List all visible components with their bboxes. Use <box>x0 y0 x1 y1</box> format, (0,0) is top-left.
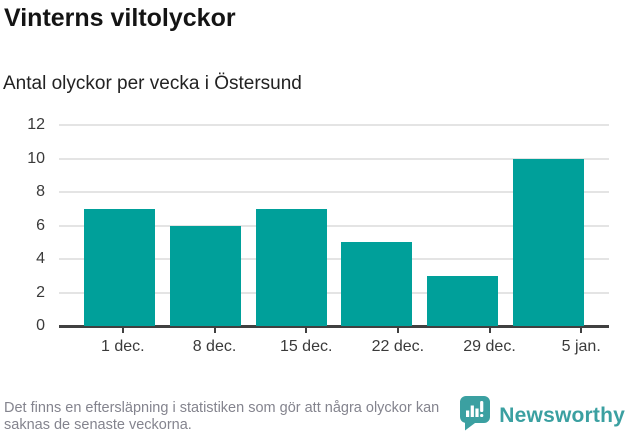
bar <box>341 242 413 326</box>
gridline <box>59 258 609 261</box>
bar-slot <box>248 125 334 326</box>
x-tick <box>488 327 491 333</box>
x-tick <box>580 327 583 333</box>
y-tick-label: 12 <box>27 116 45 133</box>
y-tick-label: 10 <box>27 149 45 167</box>
bar-slot <box>163 125 249 326</box>
bar <box>427 275 499 326</box>
gridline <box>59 291 609 294</box>
x-tick-label: 5 jan. <box>561 338 601 355</box>
footnote: Det finns en eftersläpning i statistiken… <box>4 400 440 433</box>
x-tick-label: 8 dec. <box>192 338 237 355</box>
x-axis-labels: 1 dec. 8 dec. 15 dec. 22 dec. 29 dec. 5 jan. <box>59 338 631 356</box>
tick-slot <box>77 327 169 333</box>
y-tick-label: 2 <box>36 283 45 301</box>
y-axis: 0 2 4 6 8 10 12 <box>0 117 45 334</box>
bar <box>170 225 241 326</box>
bar-slot <box>420 125 506 326</box>
chart-title: Vinterns viltolyckor <box>4 4 236 32</box>
x-tick-label: 29 dec. <box>463 338 516 355</box>
tick-slot <box>169 327 261 333</box>
bar <box>255 208 327 326</box>
x-axis-ticks <box>59 327 631 333</box>
gridline <box>59 157 609 160</box>
bar-slot <box>505 125 591 326</box>
plot-area <box>59 124 609 328</box>
gridline <box>59 124 609 126</box>
x-tick-label: 22 dec. <box>371 338 425 355</box>
newsworthy-icon <box>458 395 492 436</box>
newsworthy-wordmark: Newsworthy <box>499 403 625 427</box>
gridline <box>59 191 609 194</box>
y-tick-label: 4 <box>36 250 45 268</box>
chart-subtitle: Antal olyckor per vecka i Östersund <box>3 73 302 94</box>
bar-chart: 0 2 4 6 8 10 12 1 dec. 8 dec. 15 dec. 22 dec. 29 d… <box>0 117 631 367</box>
bar <box>84 208 156 326</box>
bar-slot <box>77 125 163 326</box>
x-tick <box>305 327 308 333</box>
bars <box>59 125 609 326</box>
x-axis-line <box>59 325 609 328</box>
x-tick-label: 1 dec. <box>101 338 145 355</box>
y-tick-label: 8 <box>36 183 45 201</box>
bar <box>512 158 584 326</box>
tick-slot <box>352 327 444 333</box>
bar-slot <box>334 125 420 326</box>
x-tick <box>396 327 399 333</box>
x-tick-label: 15 dec. <box>279 338 333 355</box>
gridline <box>59 224 609 227</box>
x-tick <box>121 327 124 333</box>
tick-slot <box>444 327 536 333</box>
y-tick-label: 0 <box>36 317 45 334</box>
newsworthy-logo: Newsworthy <box>458 395 625 436</box>
y-tick-label: 6 <box>36 216 45 234</box>
tick-slot <box>535 327 627 333</box>
x-tick <box>213 327 216 333</box>
tick-slot <box>260 327 352 333</box>
